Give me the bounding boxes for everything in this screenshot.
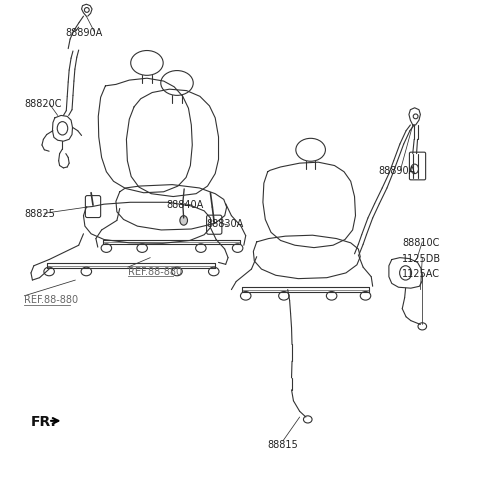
Text: 88890A: 88890A bbox=[66, 28, 103, 38]
Text: 1125AC: 1125AC bbox=[402, 268, 440, 278]
Ellipse shape bbox=[180, 216, 188, 226]
Text: REF.88-880: REF.88-880 bbox=[24, 295, 78, 304]
Text: 88820C: 88820C bbox=[24, 99, 62, 109]
Text: FR.: FR. bbox=[31, 414, 57, 428]
Text: 88830A: 88830A bbox=[206, 218, 244, 228]
FancyBboxPatch shape bbox=[409, 153, 426, 180]
Text: 88815: 88815 bbox=[268, 439, 299, 449]
Text: REF.88-880: REF.88-880 bbox=[128, 266, 182, 276]
Text: 88810C: 88810C bbox=[402, 238, 440, 247]
Text: 88890A: 88890A bbox=[378, 166, 416, 176]
Text: 1125DB: 1125DB bbox=[402, 253, 442, 263]
FancyBboxPatch shape bbox=[85, 196, 101, 218]
Text: 88840A: 88840A bbox=[166, 199, 204, 209]
FancyBboxPatch shape bbox=[206, 216, 222, 235]
Text: 88825: 88825 bbox=[24, 209, 55, 219]
